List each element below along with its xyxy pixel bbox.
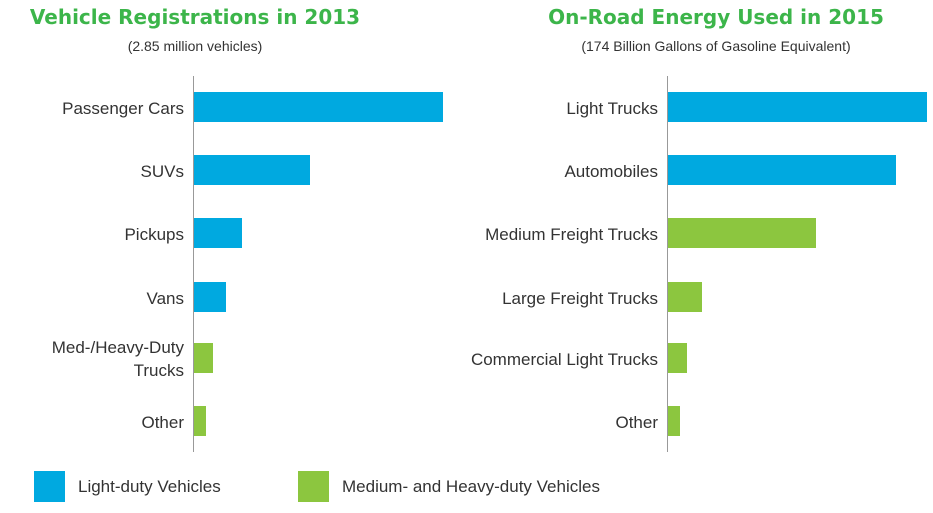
legend-label-light-duty: Light-duty Vehicles [78, 477, 221, 496]
category-label-line: Pickups [124, 224, 184, 244]
category-label-line: Other [141, 412, 184, 432]
category-label: Medium Freight Trucks [485, 223, 658, 246]
category-label-line: Large Freight Trucks [502, 288, 658, 308]
bar [194, 343, 213, 373]
category-label-line: Vans [146, 288, 185, 308]
category-label: Other [615, 411, 658, 434]
bar [668, 282, 703, 312]
category-label-line: Automobiles [564, 161, 658, 181]
category-label: Med-/Heavy-Duty Trucks [52, 336, 184, 382]
category-label-line: Light Trucks [566, 98, 658, 118]
bar [194, 155, 310, 185]
chart-subtitle: (2.85 million vehicles) [127, 38, 263, 54]
bar [194, 218, 243, 248]
chart-title: Vehicle Registrations in 2013 [29, 5, 361, 29]
category-label: SUVs [141, 160, 184, 183]
category-label: Light Trucks [566, 97, 658, 120]
legend-swatch-light-duty [34, 471, 65, 502]
legend-label-heavy-duty: Medium- and Heavy-duty Vehicles [342, 477, 600, 496]
category-label-line: Medium Freight Trucks [485, 224, 658, 244]
chart-title: On-Road Energy Used in 2015 [548, 5, 884, 29]
category-label: Vans [147, 287, 185, 310]
category-label: Large Freight Trucks [502, 287, 658, 310]
legend-swatch-heavy-duty [298, 471, 329, 502]
bar [194, 282, 226, 312]
y-axis-line [667, 76, 668, 452]
bar [668, 406, 681, 436]
category-label: Other [141, 411, 184, 434]
category-label: Pickups [124, 223, 184, 246]
category-label: Commercial Light Trucks [471, 348, 658, 371]
bar [668, 92, 927, 122]
bar [194, 406, 206, 436]
category-label-line: Passenger Cars [62, 98, 184, 118]
bar [194, 92, 443, 122]
category-label-line: Med-/Heavy-Duty [51, 338, 184, 357]
y-axis-line [193, 76, 194, 452]
category-label-line: Other [615, 412, 658, 432]
chart-subtitle: (174 Billion Gallons of Gasoline Equival… [581, 38, 851, 54]
bar [668, 218, 817, 248]
bar [668, 155, 896, 185]
category-label: Passenger Cars [62, 97, 184, 120]
category-label-line: Commercial Light Trucks [470, 349, 658, 369]
category-label-line: SUVs [140, 161, 184, 181]
category-label: Automobiles [564, 160, 658, 183]
bar [668, 343, 688, 373]
category-label-line: Trucks [133, 361, 184, 380]
